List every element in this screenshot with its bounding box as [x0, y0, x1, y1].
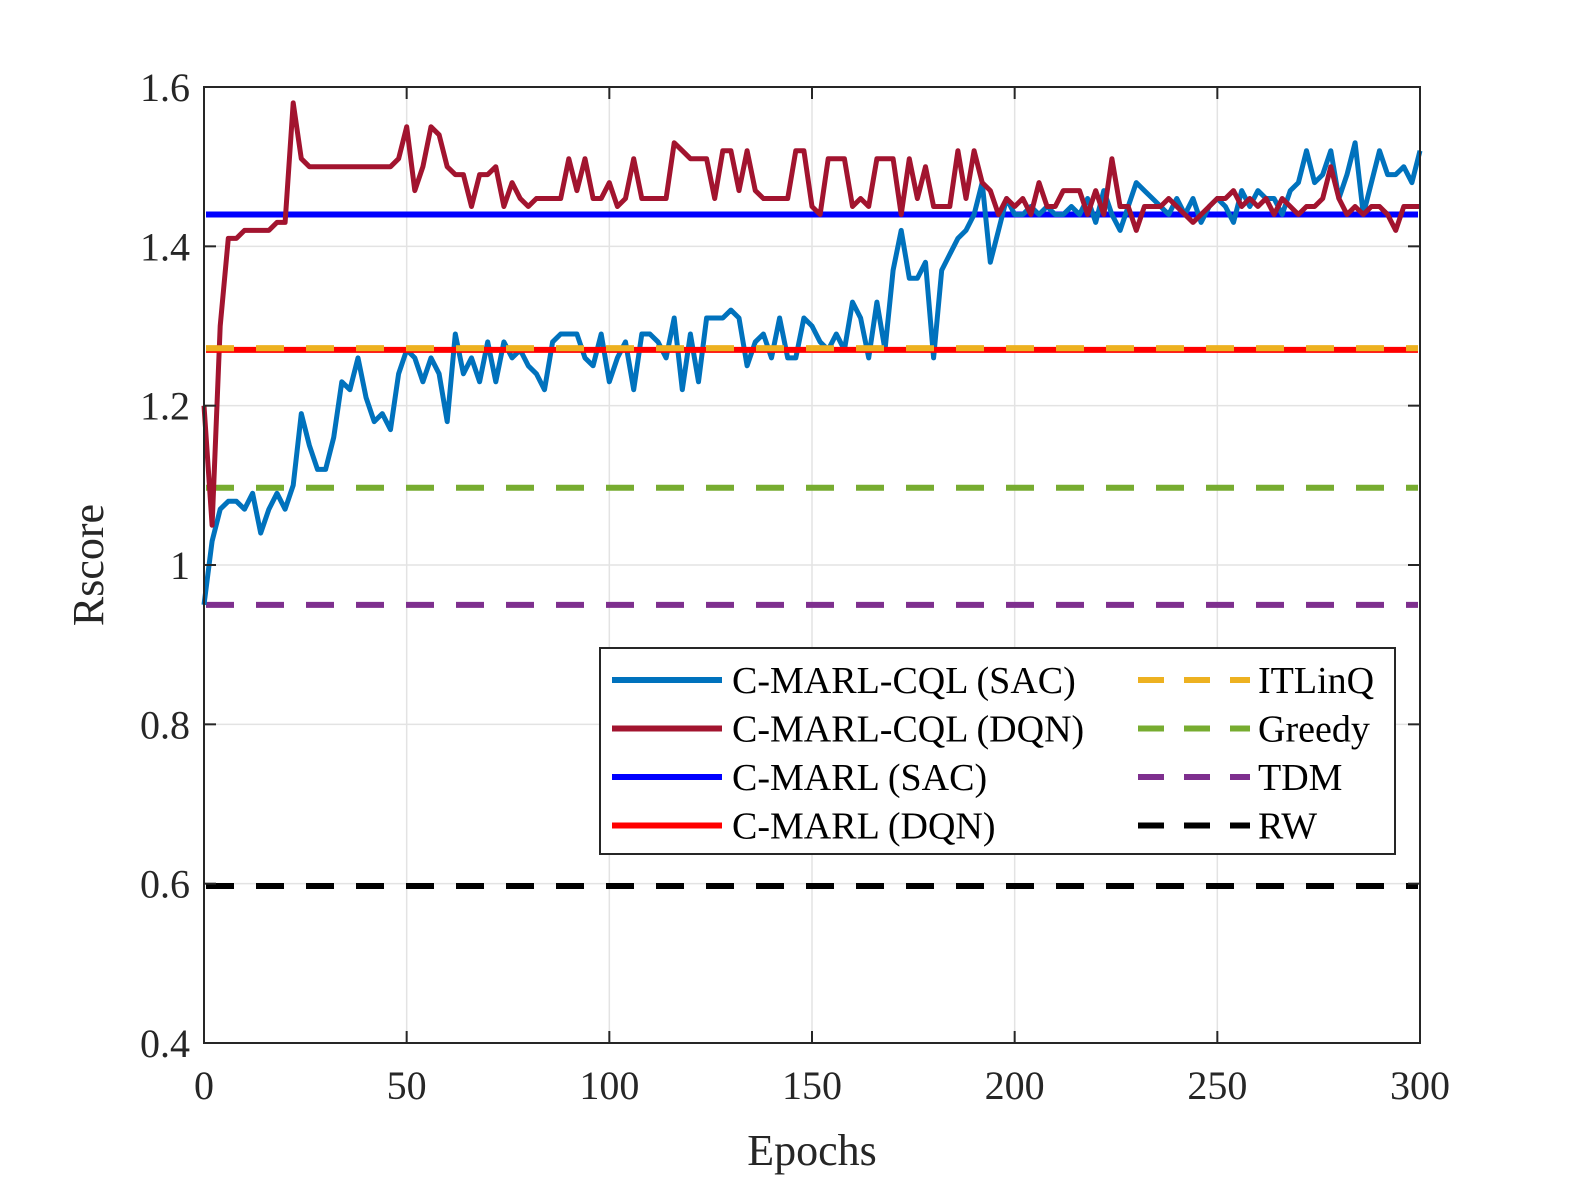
legend-label-itlinq: ITLinQ	[1258, 660, 1374, 702]
x-tick-label: 100	[579, 1063, 639, 1108]
y-tick-label: 1.4	[140, 224, 190, 269]
x-axis-title: Epochs	[747, 1126, 877, 1175]
y-tick-label: 1.2	[140, 384, 190, 429]
x-tick-label: 300	[1390, 1063, 1450, 1108]
legend-label-c-marl-sac: C-MARL (SAC)	[732, 757, 987, 799]
x-tick-labels: 0 50 100 150 200 250 300	[194, 1063, 1450, 1108]
legend-label-c-marl-cql-dqn: C-MARL-CQL (DQN)	[732, 709, 1084, 751]
y-tick-label: 1	[170, 543, 190, 588]
legend-box	[599, 647, 1396, 855]
legend-label-rw: RW	[1258, 806, 1317, 848]
y-tick-label: 0.8	[140, 702, 190, 747]
x-tick-label: 50	[387, 1063, 427, 1108]
y-tick-label: 1.6	[140, 65, 190, 110]
legend-label-c-marl-cql-sac: C-MARL-CQL (SAC)	[732, 660, 1076, 702]
axis-ticks	[203, 86, 1421, 1044]
series-line-c-marl-cql-dqn	[201, 100, 1420, 528]
x-tick-label: 150	[782, 1063, 842, 1108]
plot-series	[201, 100, 1423, 890]
legend-label-c-marl-dqn: C-MARL (DQN)	[732, 806, 996, 848]
y-tick-label: 0.4	[140, 1021, 190, 1066]
y-tick-labels: 0.4 0.6 0.8 1 1.2 1.4 1.6	[140, 65, 190, 1066]
y-tick-label: 0.6	[140, 862, 190, 907]
x-tick-label: 200	[985, 1063, 1045, 1108]
x-tick-label: 250	[1187, 1063, 1247, 1108]
legend-label-tdm: TDM	[1258, 757, 1342, 799]
legend: C-MARL-CQL (SAC) C-MARL-CQL (DQN) C-MARL (…	[599, 647, 1396, 855]
y-axis-title: Rscore	[64, 504, 113, 626]
x-tick-label: 0	[194, 1063, 214, 1108]
legend-label-greedy: Greedy	[1258, 709, 1370, 751]
